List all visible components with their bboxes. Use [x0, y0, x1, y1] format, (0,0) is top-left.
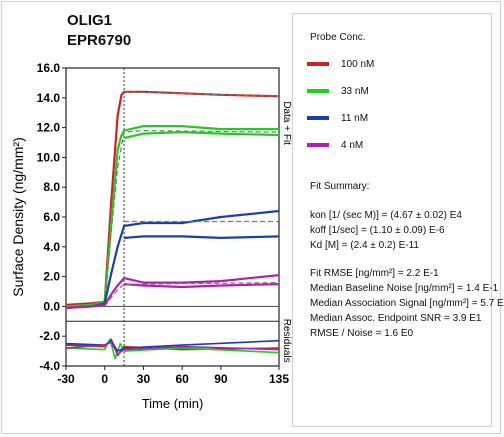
- series-line: [65, 125, 279, 308]
- fit-parameter: Kd [M] = (2.4 ± 0.2) E-11: [310, 240, 419, 251]
- fit-summary-title: Fit Summary:: [310, 181, 370, 192]
- y-tick-label: 8.0: [43, 180, 60, 194]
- fit-parameter: koff [1/sec] = (1.10 ± 0.09) E-6: [310, 225, 445, 236]
- y-tick-label: 10.0: [37, 150, 61, 164]
- legend-label: 11 nM: [341, 113, 369, 124]
- x-axis-label: Time (min): [142, 396, 204, 411]
- legend-label: 33 nM: [341, 86, 369, 97]
- y-tick-label: 16.0: [37, 61, 61, 75]
- legend-swatch: [307, 116, 329, 120]
- fit-statistic: Fit RMSE [ng/mm²] = 2.2 E-1: [310, 268, 439, 279]
- legend-swatch: [307, 143, 329, 147]
- fit-curve: [124, 91, 280, 97]
- y-tick-label: -2.0: [39, 329, 60, 343]
- x-tick-label: 30: [137, 372, 151, 386]
- x-tick-label: 0: [101, 372, 108, 386]
- fit-parameter: kon [1/ (sec M)] = (4.67 ± 0.02) E4: [310, 210, 462, 221]
- series-line-replicate: [124, 283, 280, 289]
- data-fit-label: Data + Fit: [281, 101, 292, 145]
- y-tick-label: -4.0: [39, 359, 60, 373]
- series-line: [65, 274, 280, 309]
- info-panel: Probe Conc. 100 nM 33 nM 11 nM 4 nM Fit Sum…: [292, 13, 504, 427]
- y-tick-label: 12.0: [37, 121, 61, 135]
- y-tick-label: 0.0: [43, 299, 60, 313]
- series-line: [65, 90, 280, 306]
- y-axis-label: Surface Density (ng/mm²): [10, 137, 26, 296]
- legend-swatch: [307, 89, 329, 93]
- series-line: [65, 209, 280, 309]
- residual-line: [65, 338, 280, 357]
- series-line-replicate: [123, 131, 280, 140]
- fit-curve: [104, 282, 280, 307]
- y-tick-label: 6.0: [43, 210, 60, 224]
- legend-swatch: [307, 62, 329, 66]
- fit-curve: [104, 130, 280, 304]
- y-tick-label: 4.0: [43, 240, 60, 254]
- residuals-label: Residuals: [281, 319, 292, 363]
- x-tick-label: 135: [269, 372, 289, 386]
- fit-statistic: Median Association Signal [ng/mm²] = 5.7…: [310, 298, 504, 309]
- fit-statistic: Median Assoc. Endpoint SNR = 3.9 E1: [310, 313, 482, 324]
- legend-label: 100 nM: [341, 59, 375, 70]
- fit-statistic: RMSE / Noise = 1.6 E0: [310, 328, 414, 339]
- legend-label: 4 nM: [341, 140, 364, 151]
- legend-title: Probe Conc.: [310, 32, 366, 43]
- fit-statistic: Median Baseline Noise [ng/mm²] = 1.4 E-1: [310, 283, 499, 294]
- x-tick-label: 60: [176, 372, 190, 386]
- y-tick-label: 2.0: [43, 270, 60, 284]
- chart-title: OLIG1: [67, 12, 113, 29]
- residual-line: [65, 341, 280, 355]
- series-line-replicate: [124, 235, 280, 239]
- chart-subtitle: EPR6790: [67, 32, 132, 49]
- x-tick-label: 90: [214, 372, 228, 386]
- x-tick-label: -30: [57, 372, 75, 386]
- y-tick-label: 14.0: [37, 91, 61, 105]
